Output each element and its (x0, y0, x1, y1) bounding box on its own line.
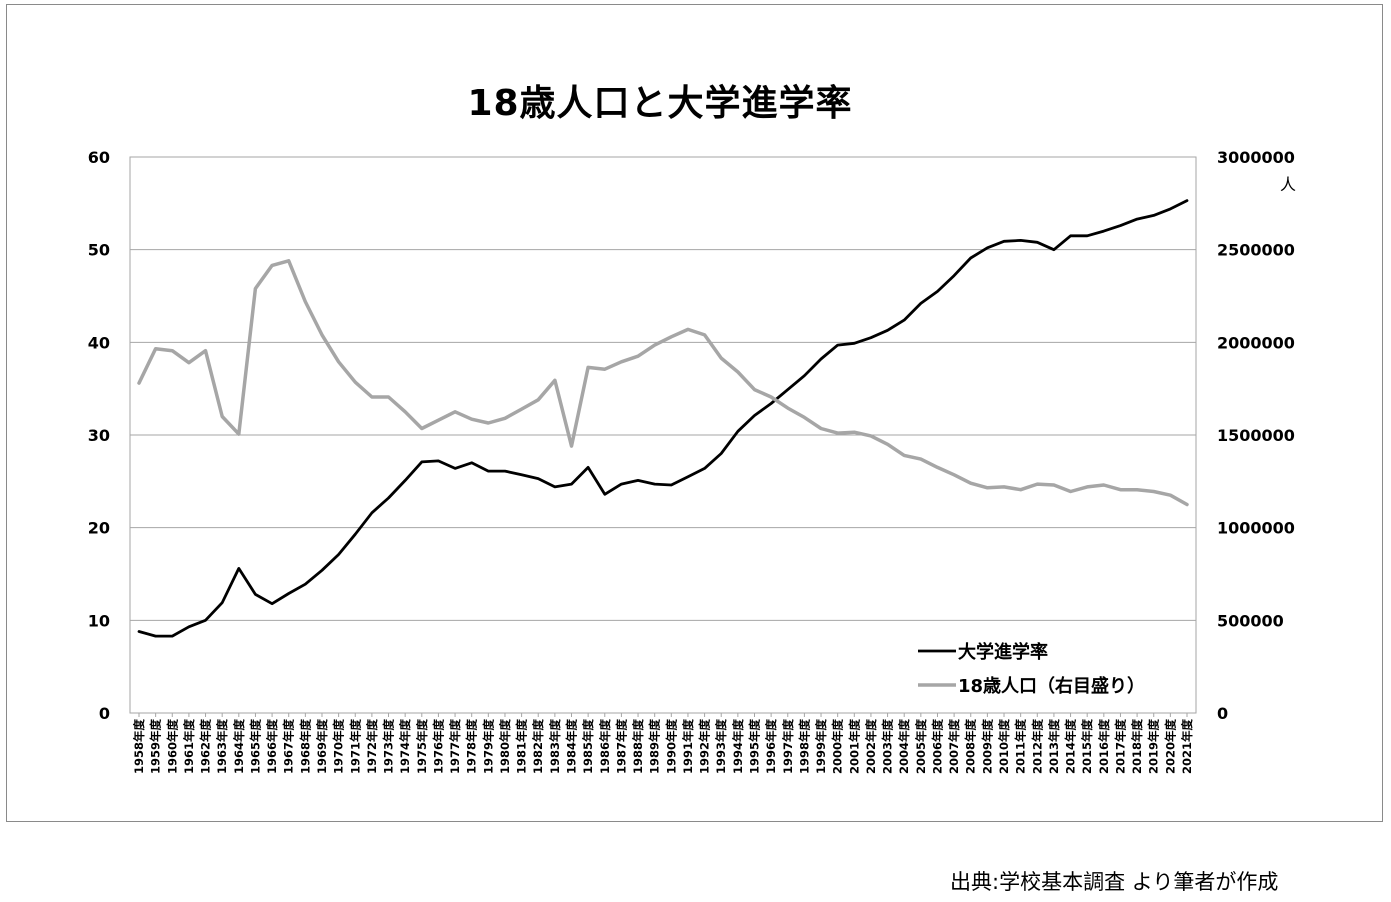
x-axis-tick-label: 1997年度 (781, 719, 795, 775)
x-axis-tick-label: 2003年度 (881, 719, 895, 775)
right-axis-tick-label: 1500000 (1217, 426, 1295, 445)
x-axis-tick-label: 1969年度 (315, 719, 329, 775)
x-axis-tick-label: 1973年度 (382, 719, 396, 775)
x-axis-tick-label: 1977年度 (448, 719, 462, 775)
x-axis-tick-label: 1960年度 (165, 719, 179, 775)
x-axis-tick-label: 1984年度 (565, 719, 579, 775)
x-axis-tick-label: 2004年度 (897, 719, 911, 775)
x-axis-tick-label: 1979年度 (481, 719, 495, 775)
x-axis-tick-label: 1995年度 (747, 719, 761, 775)
x-axis-tick-label: 1967年度 (282, 719, 296, 775)
right-axis-tick-label: 3000000 (1217, 148, 1295, 167)
right-axis-tick-label: 2500000 (1217, 241, 1295, 260)
x-axis-tick-label: 1988年度 (631, 719, 645, 775)
x-axis-tick-label: 1985年度 (581, 719, 595, 775)
legend-label: 大学進学率 (958, 641, 1048, 663)
right-axis-tick-label: 2000000 (1217, 333, 1295, 352)
x-axis-tick-label: 2012年度 (1030, 719, 1044, 775)
left-axis-tick-label: 40 (88, 333, 110, 352)
x-axis-tick-label: 1961年度 (182, 719, 196, 775)
right-axis-tick-label: 0 (1217, 704, 1228, 723)
x-axis-tick-label: 1993年度 (714, 719, 728, 775)
x-axis-tick-label: 2002年度 (864, 719, 878, 775)
legend-label: 18歳人口（右目盛り） (958, 675, 1145, 697)
x-axis-tick-label: 1962年度 (199, 719, 213, 775)
x-axis-tick-label: 1958年度 (132, 719, 146, 775)
x-axis-tick-label: 2019年度 (1147, 719, 1161, 775)
x-axis-tick-label: 2007年度 (947, 719, 961, 775)
x-axis-tick-label: 1975年度 (415, 719, 429, 775)
x-axis-tick-label: 2001年度 (847, 719, 861, 775)
x-axis-tick-label: 2005年度 (914, 719, 928, 775)
x-axis-tick-label: 1968年度 (298, 719, 312, 775)
right-axis-unit: 人 (1280, 175, 1296, 194)
x-axis-tick-label: 1990年度 (664, 719, 678, 775)
series-line-18-year-old-population (137, 259, 1189, 507)
x-axis-tick-label: 1983年度 (548, 719, 562, 775)
x-axis-tick-label: 2008年度 (964, 719, 978, 775)
left-axis-tick-label: 60 (88, 148, 110, 167)
x-axis-tick-label: 1976年度 (431, 719, 445, 775)
x-axis-tick-label: 1989年度 (648, 719, 662, 775)
x-axis-tick-label: 1959年度 (149, 719, 163, 775)
x-axis-tick-label: 2021年度 (1180, 719, 1194, 775)
x-axis-tick-label: 1991年度 (681, 719, 695, 775)
x-axis-tick-label: 1972年度 (365, 719, 379, 775)
x-axis-tick-label: 1964年度 (232, 719, 246, 775)
left-axis-tick-label: 50 (88, 241, 110, 260)
x-axis-tick-label: 1999年度 (814, 719, 828, 775)
x-axis-tick-label: 2016年度 (1097, 719, 1111, 775)
x-axis-tick-label: 1987年度 (614, 719, 628, 775)
right-axis-tick-label: 1000000 (1217, 519, 1295, 538)
x-axis-tick-label: 2015年度 (1080, 719, 1094, 775)
source-note: 出典:学校基本調査 より筆者が作成 (950, 870, 1279, 894)
x-axis-tick-label: 2020年度 (1163, 719, 1177, 775)
chart-title: 18歳人口と大学進学率 (467, 83, 853, 124)
chart-frame (6, 4, 1383, 822)
x-axis-tick-label: 2000年度 (831, 719, 845, 775)
x-axis-tick-label: 1994年度 (731, 719, 745, 775)
x-axis-tick-label: 2011年度 (1014, 719, 1028, 775)
x-axis-tick-label: 1998年度 (797, 719, 811, 775)
right-axis-tick-label: 500000 (1217, 611, 1284, 630)
x-axis-tick-label: 1978年度 (465, 719, 479, 775)
x-axis-tick-label: 2014年度 (1064, 719, 1078, 775)
x-axis-tick-label: 1981年度 (515, 719, 529, 775)
x-axis-tick-label: 1982年度 (531, 719, 545, 775)
left-axis-tick-label: 10 (88, 611, 110, 630)
x-axis-tick-label: 2009年度 (980, 719, 994, 775)
x-axis-tick-label: 1971年度 (348, 719, 362, 775)
x-axis-tick-label: 1986年度 (598, 719, 612, 775)
left-axis-tick-label: 30 (88, 426, 110, 445)
left-axis-tick-label: 0 (99, 704, 110, 723)
x-axis-tick-label: 1974年度 (398, 719, 412, 775)
x-axis-tick-label: 1980年度 (498, 719, 512, 775)
series-line-enrollment-rate (137, 199, 1189, 638)
left-axis-tick-label: 20 (88, 519, 110, 538)
x-axis-tick-label: 1992年度 (698, 719, 712, 775)
x-axis-tick-label: 2013年度 (1047, 719, 1061, 775)
x-axis-tick-label: 2010年度 (997, 719, 1011, 775)
x-axis-tick-label: 1996年度 (764, 719, 778, 775)
x-axis-tick-label: 2006年度 (930, 719, 944, 775)
x-axis-tick-label: 1965年度 (248, 719, 262, 775)
x-axis-tick-label: 2017年度 (1113, 719, 1127, 775)
x-axis-tick-label: 1970年度 (332, 719, 346, 775)
x-axis-tick-label: 1966年度 (265, 719, 279, 775)
x-axis-tick-label: 1963年度 (215, 719, 229, 775)
x-axis-tick-label: 2018年度 (1130, 719, 1144, 775)
